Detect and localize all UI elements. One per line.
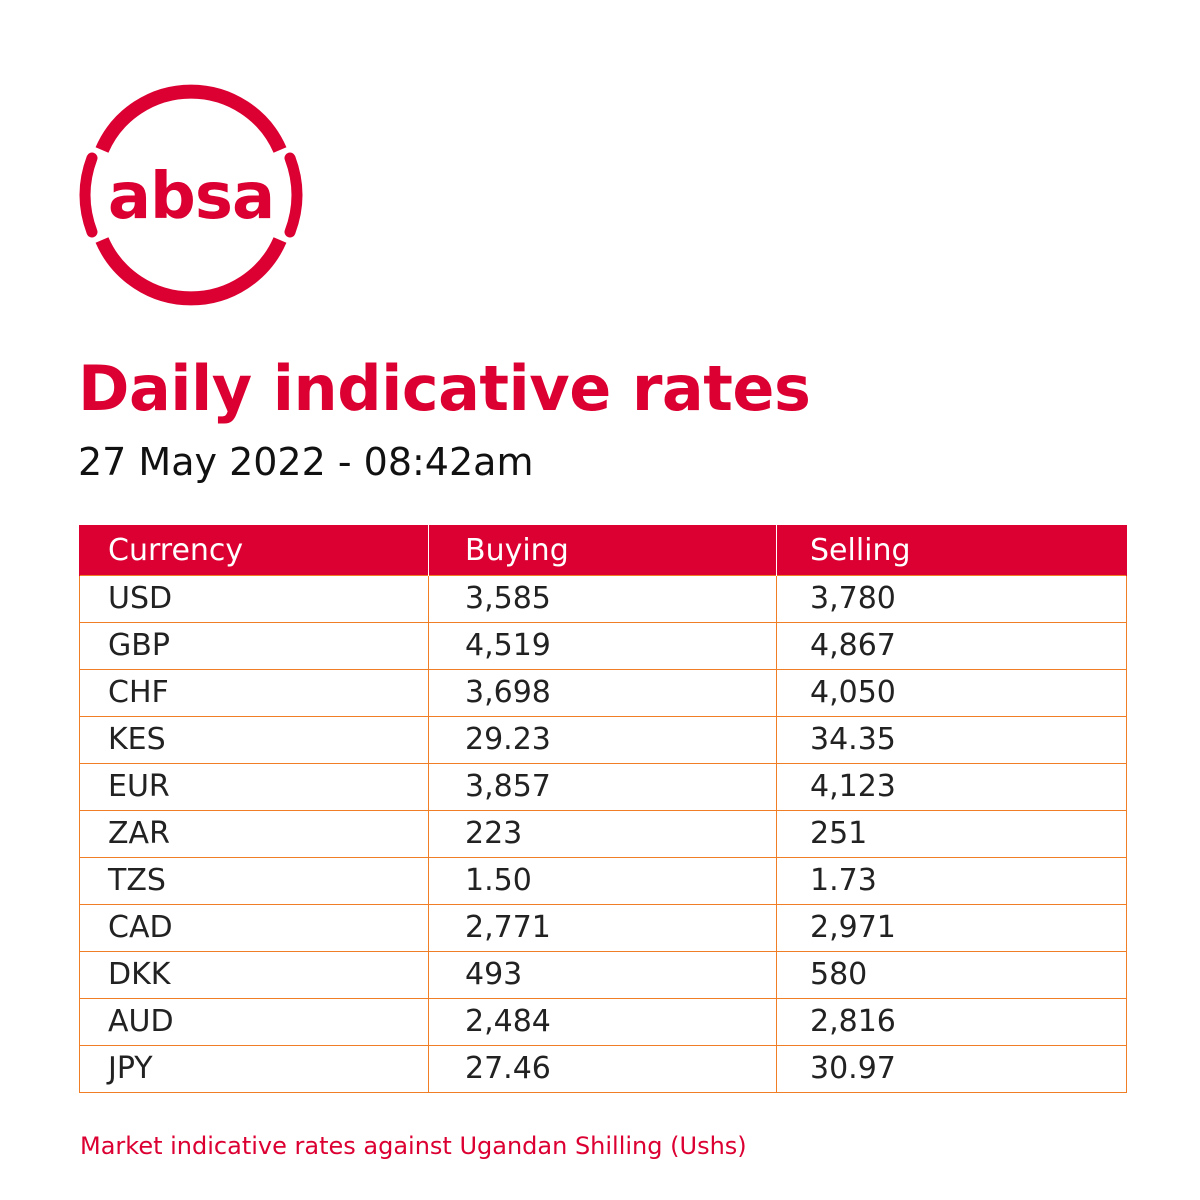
table-row: JPY 27.46 30.97: [79, 1045, 1127, 1093]
buying-cell: 4,519: [428, 622, 777, 670]
table-row: CHF 3,698 4,050: [79, 669, 1127, 717]
buying-cell: 3,585: [428, 575, 777, 623]
currency-cell: CAD: [79, 904, 429, 952]
table-row: USD 3,585 3,780: [79, 575, 1127, 623]
currency-cell: CHF: [79, 669, 429, 717]
date-time: 27 May 2022 - 08:42am: [78, 440, 534, 484]
currency-cell: AUD: [79, 998, 429, 1046]
header-selling: Selling: [776, 525, 1127, 576]
currency-cell: TZS: [79, 857, 429, 905]
currency-cell: DKK: [79, 951, 429, 999]
table-row: TZS 1.50 1.73: [79, 857, 1127, 905]
table-row: KES 29.23 34.35: [79, 716, 1127, 764]
selling-cell: 34.35: [776, 716, 1127, 764]
selling-cell: 2,971: [776, 904, 1127, 952]
selling-cell: 3,780: [776, 575, 1127, 623]
selling-cell: 4,123: [776, 763, 1127, 811]
selling-cell: 580: [776, 951, 1127, 999]
buying-cell: 2,771: [428, 904, 777, 952]
selling-cell: 30.97: [776, 1045, 1127, 1093]
table-row: DKK 493 580: [79, 951, 1127, 999]
table-row: AUD 2,484 2,816: [79, 998, 1127, 1046]
buying-cell: 3,857: [428, 763, 777, 811]
header-buying: Buying: [428, 525, 777, 576]
rates-table: Currency Buying Selling USD 3,585 3,780 …: [79, 525, 1127, 1093]
buying-cell: 2,484: [428, 998, 777, 1046]
selling-cell: 4,050: [776, 669, 1127, 717]
selling-cell: 4,867: [776, 622, 1127, 670]
table-row: ZAR 223 251: [79, 810, 1127, 858]
buying-cell: 1.50: [428, 857, 777, 905]
currency-cell: JPY: [79, 1045, 429, 1093]
table-row: CAD 2,771 2,971: [79, 904, 1127, 952]
buying-cell: 27.46: [428, 1045, 777, 1093]
currency-cell: ZAR: [79, 810, 429, 858]
header-currency: Currency: [79, 525, 429, 576]
buying-cell: 223: [428, 810, 777, 858]
absa-logo: absa: [79, 84, 303, 306]
selling-cell: 1.73: [776, 857, 1127, 905]
page-title: Daily indicative rates: [78, 352, 811, 425]
currency-cell: KES: [79, 716, 429, 764]
currency-cell: GBP: [79, 622, 429, 670]
table-header-row: Currency Buying Selling: [79, 525, 1127, 576]
buying-cell: 29.23: [428, 716, 777, 764]
buying-cell: 493: [428, 951, 777, 999]
table-row: GBP 4,519 4,867: [79, 622, 1127, 670]
selling-cell: 2,816: [776, 998, 1127, 1046]
buying-cell: 3,698: [428, 669, 777, 717]
currency-cell: EUR: [79, 763, 429, 811]
logo-wordmark: absa: [108, 160, 274, 234]
table-row: EUR 3,857 4,123: [79, 763, 1127, 811]
selling-cell: 251: [776, 810, 1127, 858]
currency-cell: USD: [79, 575, 429, 623]
footnote: Market indicative rates against Ugandan …: [80, 1132, 747, 1160]
